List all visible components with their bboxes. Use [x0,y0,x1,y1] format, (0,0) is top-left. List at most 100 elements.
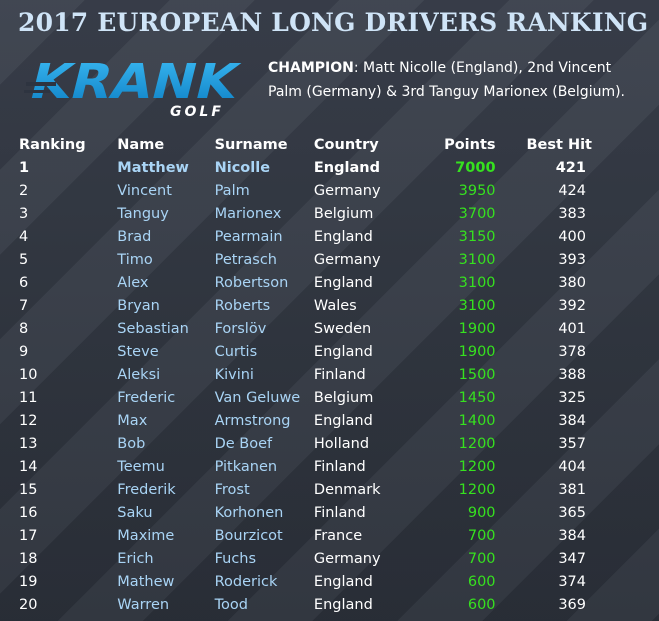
table-row: 19 Mathew Roderick England 600 374 [12,570,612,593]
cell-best-hit: 374 [558,573,586,590]
cell-surname: De Boef [214,435,273,452]
cell-best-hit: 384 [558,527,586,544]
cell-ranking: 9 [19,343,29,360]
cell-name: Vincent [117,182,172,199]
cell-surname: Fuchs [214,550,257,567]
cell-country: Holland [313,435,370,452]
cell-surname: Korhonen [214,504,284,521]
cell-best-hit: 347 [558,550,586,567]
cell-country: Germany [313,550,381,567]
cell-best-hit: 392 [558,297,586,314]
header-points: Points [444,136,496,153]
cell-ranking: 4 [19,228,29,245]
cell-ranking: 16 [19,504,38,521]
table-row: 6 Alex Robertson England 3100 380 [12,271,612,294]
cell-best-hit: 400 [558,228,586,245]
cell-surname: Roderick [214,573,278,590]
cell-name: Frederic [117,389,176,406]
cell-country: Finland [313,366,366,383]
table-row: 12 Max Armstrong England 1400 384 [12,409,612,432]
cell-points: 1450 [458,389,496,406]
cell-ranking: 10 [19,366,38,383]
cell-surname: Van Geluwe [214,389,301,406]
table-row: 9 Steve Curtis England 1900 378 [12,340,612,363]
cell-country: Denmark [313,481,381,498]
table-row: 16 Saku Korhonen Finland 900 365 [12,501,612,524]
cell-surname: Tood [214,596,248,613]
cell-points: 600 [467,596,496,613]
cell-surname: Bourzicot [214,527,283,544]
cell-best-hit: 401 [558,320,586,337]
cell-best-hit: 404 [558,458,586,475]
cell-points: 900 [467,504,496,521]
cell-name: Max [117,412,148,429]
cell-surname: Marionex [214,205,282,222]
cell-points: 3950 [458,182,496,199]
cell-best-hit: 381 [558,481,586,498]
cell-best-hit: 325 [558,389,586,406]
cell-name: Warren [117,596,170,613]
cell-points: 1900 [458,320,496,337]
cell-country: Germany [313,251,381,268]
cell-points: 700 [467,550,496,567]
cell-surname: Curtis [214,343,258,360]
cell-ranking: 7 [19,297,29,314]
cell-ranking: 3 [19,205,29,222]
ranking-table: Ranking Name Surname Country Points Best… [12,133,612,616]
cell-name: Steve [117,343,159,360]
cell-ranking: 8 [19,320,29,337]
table-row: 3 Tanguy Marionex Belgium 3700 383 [12,202,612,225]
cell-points: 3100 [458,251,496,268]
cell-points: 700 [467,527,496,544]
cell-ranking: 2 [19,182,29,199]
table-row: 17 Maxime Bourzicot France 700 384 [12,524,612,547]
header-country: Country [313,136,379,153]
cell-best-hit: 383 [558,205,586,222]
table-row: 15 Frederik Frost Denmark 1200 381 [12,478,612,501]
cell-ranking: 5 [19,251,29,268]
cell-country: England [313,573,373,590]
cell-ranking: 11 [19,389,38,406]
cell-surname: Roberts [214,297,271,314]
cell-ranking: 12 [19,412,38,429]
cell-best-hit: 369 [558,596,586,613]
table-row: 8 Sebastian Forslöv Sweden 1900 401 [12,317,612,340]
cell-country: Belgium [313,205,374,222]
table-row: 5 Timo Petrasch Germany 3100 393 [12,248,612,271]
cell-name: Frederik [117,481,176,498]
cell-best-hit: 357 [558,435,586,452]
cell-points: 3700 [458,205,496,222]
cell-points: 3100 [458,297,496,314]
cell-points: 1200 [458,458,496,475]
logo-stripe [24,90,50,93]
cell-country: Finland [313,504,366,521]
cell-name: Erich [117,550,154,567]
cell-surname: Forslöv [214,320,267,337]
cell-country: England [313,228,373,245]
cell-ranking: 18 [19,550,38,567]
cell-country: England [313,596,373,613]
champion-text: : Matt Nicolle (England), 2nd Vincent Pa… [268,60,626,100]
cell-best-hit: 384 [558,412,586,429]
champion-summary: CHAMPION: Matt Nicolle (England), 2nd Vi… [268,56,648,104]
cell-country: England [313,159,380,176]
cell-best-hit: 393 [558,251,586,268]
page-title: 2017 EUROPEAN LONG DRIVERS RANKING [18,8,649,37]
cell-name: Alex [117,274,149,291]
cell-points: 1500 [458,366,496,383]
champion-label: CHAMPION [268,60,354,76]
cell-country: England [313,412,373,429]
cell-points: 7000 [455,159,496,176]
cell-name: Timo [117,251,153,268]
table-row: 2 Vincent Palm Germany 3950 424 [12,179,612,202]
logo-stripe [26,82,56,86]
cell-country: Finland [313,458,366,475]
cell-surname: Nicolle [214,159,271,176]
cell-surname: Robertson [214,274,289,291]
cell-name: Brad [117,228,152,245]
table-row: 13 Bob De Boef Holland 1200 357 [12,432,612,455]
cell-ranking: 13 [19,435,38,452]
cell-surname: Armstrong [214,412,291,429]
